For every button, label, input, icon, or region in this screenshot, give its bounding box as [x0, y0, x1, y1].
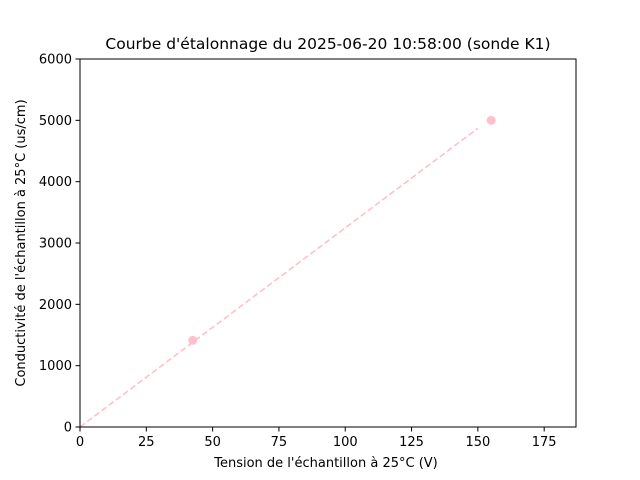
data-point-0 — [188, 335, 198, 345]
x-tick-label-150: 150 — [465, 435, 490, 450]
y-axis-label: Conductivité de l'échantillon à 25°C (us… — [14, 99, 29, 386]
x-tick-label-25: 25 — [138, 435, 155, 450]
y-tick-label-4000: 4000 — [39, 175, 72, 190]
x-tick-label-100: 100 — [333, 435, 358, 450]
y-tick-label-3000: 3000 — [39, 237, 72, 252]
data-point-1 — [486, 115, 496, 125]
x-tick-label-50: 50 — [204, 435, 221, 450]
chart-title: Courbe d'étalonnage du 2025-06-20 10:58:… — [105, 35, 550, 53]
x-tick-label-175: 175 — [532, 435, 557, 450]
x-tick-label-0: 0 — [76, 435, 84, 450]
x-tick-label-75: 75 — [271, 435, 288, 450]
x-tick-label-125: 125 — [399, 435, 424, 450]
y-tick-label-0: 0 — [64, 421, 72, 436]
y-tick-label-1000: 1000 — [39, 359, 72, 374]
plot-area: 0 25 50 75 100 125 150 175 0 1000 2000 3000 4000 5000… — [39, 53, 577, 450]
y-tick-label-2000: 2000 — [39, 298, 72, 313]
y-tick-label-6000: 6000 — [39, 53, 72, 68]
x-axis-label: Tension de l'échantillon à 25°C (V) — [213, 456, 437, 471]
y-tick-label-5000: 5000 — [39, 114, 72, 129]
fit-line — [79, 127, 479, 428]
